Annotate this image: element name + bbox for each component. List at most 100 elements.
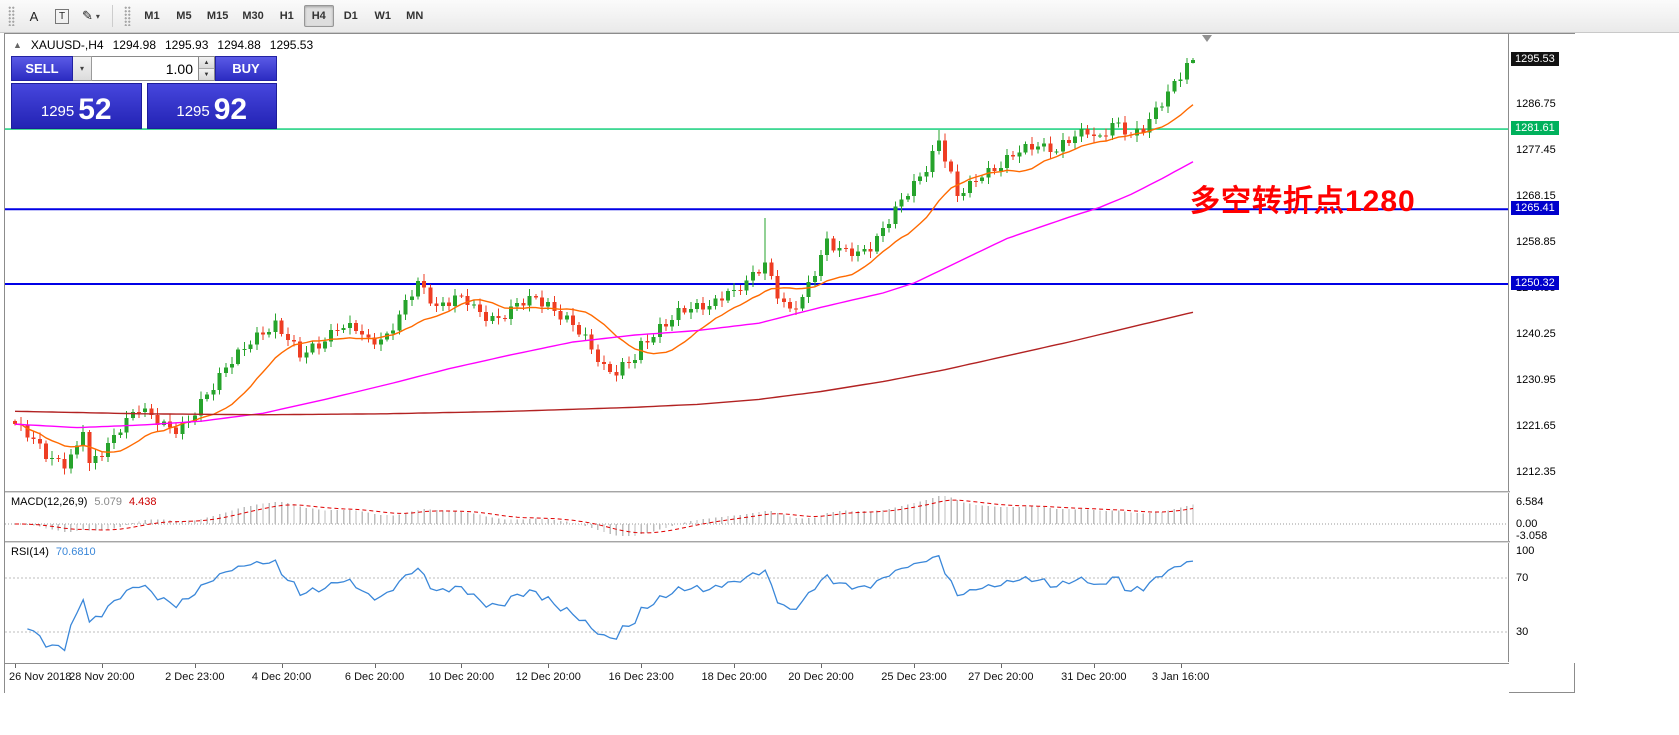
toolbar-drag-handle[interactable] bbox=[8, 6, 15, 26]
timeframe-button-mn[interactable]: MN bbox=[406, 10, 424, 22]
rsi-axis-label: 100 bbox=[1516, 545, 1535, 557]
pane-separator[interactable] bbox=[5, 491, 1574, 493]
slow-ma-line[interactable] bbox=[14, 311, 1194, 416]
time-axis-label: 12 Dec 20:00 bbox=[515, 671, 581, 683]
timeframe-button-m1[interactable]: M1 bbox=[144, 10, 160, 22]
macd-axis-label: -3.058 bbox=[1516, 530, 1548, 542]
volume-stepper: ▲ ▼ bbox=[199, 56, 215, 81]
buy-button[interactable]: BUY bbox=[215, 56, 277, 81]
price-axis[interactable]: 1286.751277.451268.151258.851249.551240.… bbox=[1510, 34, 1575, 663]
timeframe-button-m30[interactable]: M30 bbox=[242, 10, 264, 22]
ohlc-high: 1295.93 bbox=[165, 38, 209, 52]
toolbar-draw-tools-button[interactable]: ✎ ▾ bbox=[77, 4, 105, 28]
price-axis-label: 1268.15 bbox=[1516, 189, 1556, 202]
volume-increase-button[interactable]: ▲ bbox=[199, 57, 214, 68]
timeframe-toolbar: M1 M5 M15 M30 H1 H4 D1 W1 MN bbox=[136, 5, 431, 27]
toolbar-tools: A T ✎ ▾ bbox=[20, 4, 106, 28]
rsi-pane[interactable]: RSI(14) 70.6810 bbox=[5, 543, 1509, 662]
timeframe-button-m5[interactable]: M5 bbox=[176, 10, 192, 22]
candles-group bbox=[13, 58, 1195, 475]
time-axis-label: 28 Nov 20:00 bbox=[69, 671, 135, 683]
time-axis-tick bbox=[914, 664, 915, 668]
pane-separator[interactable] bbox=[5, 541, 1574, 543]
ohlc-low: 1294.88 bbox=[217, 38, 261, 52]
price-axis-label: 1212.35 bbox=[1516, 465, 1556, 478]
one-click-trading-panel: SELL ▾ 1.00 ▲ ▼ BUY 1295 52 1295 92 bbox=[11, 56, 277, 129]
time-axis-tick bbox=[461, 664, 463, 668]
mid-ma-line[interactable] bbox=[14, 161, 1194, 429]
chart-window: ▲ XAUUSD-,H4 1294.98 1295.93 1294.88 129… bbox=[4, 33, 1575, 693]
rsi-value: 70.6810 bbox=[55, 546, 96, 558]
dropdown-arrow-icon: ▾ bbox=[95, 11, 100, 21]
volume-dropdown-button[interactable]: ▾ bbox=[73, 56, 92, 81]
time-axis[interactable]: 26 Nov 2018 28 Nov 20:00 2 Dec 23:00 4 Dec … bbox=[5, 663, 1509, 693]
timeframe-button-h1[interactable]: H1 bbox=[279, 10, 294, 22]
font-tool-icon: A bbox=[29, 8, 39, 24]
sell-button[interactable]: SELL bbox=[11, 56, 73, 81]
time-axis-tick bbox=[1093, 664, 1095, 668]
rsi-canvas bbox=[5, 554, 1508, 652]
macd-histogram bbox=[20, 496, 1194, 537]
chart-header: ▲ XAUUSD-,H4 1294.98 1295.93 1294.88 129… bbox=[13, 38, 313, 52]
volume-input[interactable]: 1.00 bbox=[92, 56, 199, 81]
chart-symbol-timeframe: XAUUSD-,H4 bbox=[30, 38, 104, 52]
volume-decrease-button[interactable]: ▼ bbox=[199, 68, 214, 80]
time-axis-tick bbox=[281, 664, 283, 668]
time-axis-tick bbox=[15, 664, 16, 668]
timeframe-button-m15[interactable]: M15 bbox=[206, 10, 229, 22]
draw-tools-icon: ✎ bbox=[82, 8, 93, 23]
price-axis-label: 1240.25 bbox=[1516, 327, 1556, 340]
macd-canvas bbox=[5, 496, 1508, 537]
chart-shift-marker-icon[interactable] bbox=[1202, 35, 1212, 42]
timeframe-button-d1[interactable]: D1 bbox=[343, 10, 358, 22]
main-chart-canvas[interactable] bbox=[5, 34, 1509, 491]
time-axis-tick bbox=[194, 664, 196, 668]
price-axis-label: 1277.45 bbox=[1516, 143, 1556, 156]
one-click-collapse-icon[interactable]: ▲ bbox=[13, 40, 22, 50]
toolbar-separator bbox=[111, 5, 113, 27]
time-axis-tick bbox=[1000, 664, 1002, 668]
macd-pane[interactable]: MACD(12,26,9) 5.079 4.438 bbox=[5, 493, 1509, 542]
rsi-label: RSI(14) 70.6810 bbox=[11, 546, 96, 558]
timeframe-button-w1[interactable]: W1 bbox=[374, 10, 391, 22]
main-toolbar: A T ✎ ▾ M1 M5 M15 M30 H1 H4 D1 W1 MN bbox=[0, 0, 1679, 33]
time-axis-tick bbox=[821, 664, 822, 668]
time-axis-tick bbox=[374, 664, 376, 668]
text-label-tool-icon: T bbox=[54, 8, 70, 24]
chart-annotation-text[interactable]: 多空转折点1280 bbox=[1190, 185, 1416, 218]
rsi-axis-label: 70 bbox=[1516, 572, 1529, 584]
sell-price-box[interactable]: 1295 52 bbox=[11, 83, 142, 129]
time-axis-tick bbox=[641, 664, 643, 668]
main-chart-pane[interactable]: ▲ XAUUSD-,H4 1294.98 1295.93 1294.88 129… bbox=[5, 34, 1509, 491]
price-axis-badge: 1250.32 bbox=[1511, 275, 1559, 290]
macd-signal-line[interactable] bbox=[15, 499, 1194, 534]
price-axis-label: 1258.85 bbox=[1516, 235, 1556, 248]
rsi-line[interactable] bbox=[27, 554, 1194, 652]
rsi-name: RSI(14) bbox=[11, 546, 49, 558]
fast-ma-line[interactable] bbox=[14, 104, 1194, 453]
chevron-down-icon: ▾ bbox=[79, 64, 84, 73]
macd-label: MACD(12,26,9) 5.079 4.438 bbox=[11, 496, 156, 508]
macd-name: MACD(12,26,9) bbox=[11, 496, 88, 508]
time-axis-tick bbox=[1180, 664, 1182, 668]
ohlc-close: 1295.53 bbox=[269, 38, 314, 52]
price-axis-label: 1221.65 bbox=[1516, 419, 1556, 432]
time-axis-label: 26 Nov 2018 bbox=[9, 671, 72, 683]
buy-price-pips: 92 bbox=[213, 93, 248, 126]
toolbar-text-label-tool-button[interactable]: T bbox=[49, 4, 75, 28]
price-axis-badge: 1295.53 bbox=[1511, 52, 1559, 67]
arrow-down-icon: ▼ bbox=[203, 71, 210, 78]
timeframe-button-h4[interactable]: H4 bbox=[303, 5, 334, 27]
price-axis-badge: 1281.61 bbox=[1511, 121, 1559, 135]
time-axis-tick bbox=[734, 664, 736, 668]
time-axis-label: 4 Dec 20:00 bbox=[251, 671, 312, 683]
buy-price-main: 1295 bbox=[176, 103, 210, 120]
buy-price-box[interactable]: 1295 92 bbox=[146, 83, 277, 129]
ohlc-open: 1294.98 bbox=[112, 38, 156, 52]
time-axis-tick bbox=[101, 664, 103, 668]
timeframe-toolbar-drag-handle[interactable] bbox=[123, 6, 131, 26]
time-axis-label: 31 Dec 20:00 bbox=[1061, 671, 1127, 683]
sell-price-pips: 52 bbox=[78, 93, 112, 126]
macd-axis-label: 0.00 bbox=[1516, 518, 1538, 530]
toolbar-font-tool-button[interactable]: A bbox=[21, 4, 47, 28]
